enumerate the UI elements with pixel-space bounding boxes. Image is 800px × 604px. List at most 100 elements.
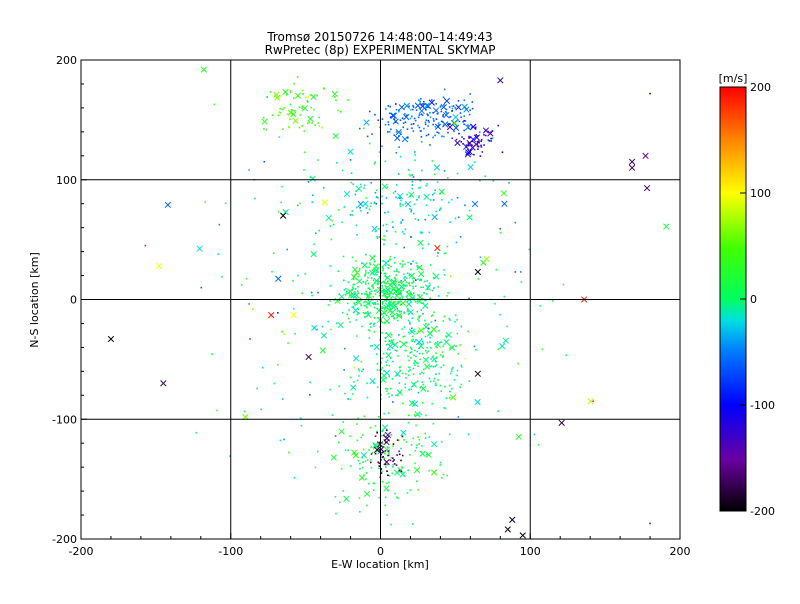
data-point [484,129,487,132]
data-point [444,385,446,388]
data-point [386,230,388,232]
data-point [436,325,438,328]
data-point [289,118,291,120]
data-point [383,243,385,246]
data-point [468,135,470,138]
data-point [248,169,250,171]
data-point [334,495,337,498]
data-point [273,382,276,385]
data-point [387,343,394,350]
data-point [480,144,482,147]
data-point [350,292,357,299]
data-point [442,113,445,116]
data-point [414,285,417,287]
data-point [467,433,470,436]
data-point [164,201,172,209]
data-point [394,190,397,193]
data-point [451,368,453,370]
data-point [387,474,389,477]
data-point [502,337,509,344]
data-point [424,123,427,126]
data-point [491,130,494,132]
data-point [407,421,410,424]
data-point [359,511,361,513]
data-point [305,353,312,361]
data-point [442,473,445,476]
data-point [469,136,472,138]
data-point [377,415,380,418]
data-point [417,330,420,332]
data-point [432,123,434,126]
data-point [401,264,404,266]
data-point [385,197,388,199]
data-point [372,279,375,282]
data-point [475,349,477,351]
data-point [410,339,413,342]
data-point [410,351,413,353]
data-point [430,326,437,333]
data-point [357,292,360,294]
data-point [224,202,227,204]
data-point [421,169,423,172]
data-point [311,324,318,331]
data-point [354,193,357,196]
data-point [311,122,313,124]
data-point [407,370,410,373]
data-point [445,112,448,114]
data-point [266,96,268,98]
data-point [389,255,392,258]
data-point [395,108,398,111]
data-point [469,109,471,112]
data-point [467,142,470,144]
data-point [407,374,410,377]
data-point [260,408,263,411]
data-point [397,319,399,322]
data-point [440,477,443,479]
data-point [381,480,384,483]
data-point [389,258,392,261]
data-point [483,134,485,136]
data-point [464,204,466,207]
data-point [413,203,416,206]
data-point [401,466,403,468]
data-point [347,398,349,400]
colorbar-tick-label: 200 [750,81,771,94]
data-point [387,280,389,283]
data-point [386,131,389,133]
data-point [382,267,384,270]
data-point [431,213,438,221]
data-point [397,301,400,303]
data-point [404,121,407,124]
data-point [422,368,425,371]
data-point [317,291,319,294]
data-point [385,282,388,285]
data-point [480,146,483,148]
data-point [374,425,377,427]
data-point [405,301,412,308]
data-point [373,268,375,270]
data-point [435,352,437,354]
data-point [419,231,422,233]
data-point [413,117,416,120]
data-point [367,282,370,285]
data-point [349,435,351,437]
data-point [418,114,421,116]
data-point [399,300,407,307]
data-point [459,236,462,238]
data-point [441,351,444,353]
data-point [474,268,481,276]
data-point [419,386,422,389]
data-point [306,101,309,103]
data-point [386,446,389,448]
data-point [373,306,376,309]
data-point [386,388,389,390]
data-point [410,108,412,111]
data-point [417,219,420,221]
data-point [404,202,407,205]
data-point [365,290,367,293]
data-point [393,317,395,320]
data-points [107,66,670,539]
data-point [413,382,416,385]
data-point [447,123,450,125]
data-point [440,207,442,209]
